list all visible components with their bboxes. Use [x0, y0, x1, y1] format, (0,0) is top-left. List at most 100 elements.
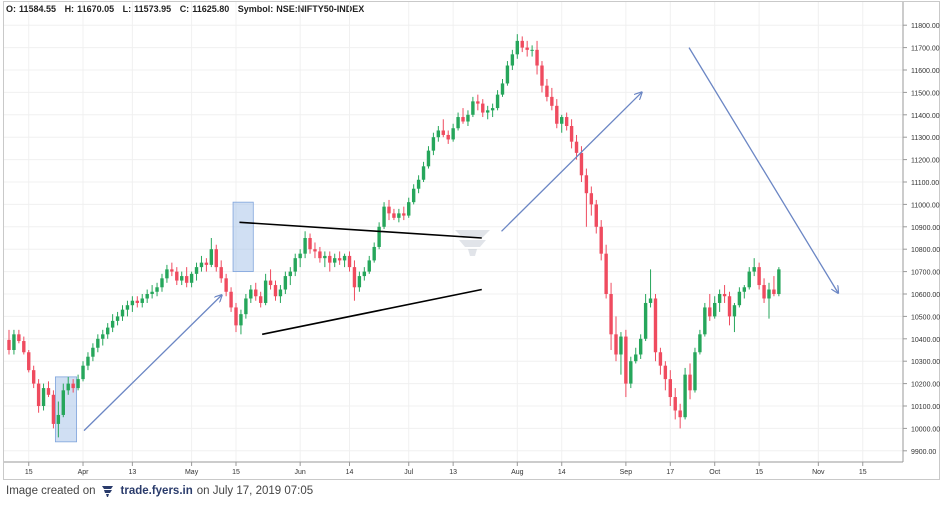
candle-up [629, 356, 633, 389]
candle-up [703, 302, 707, 337]
candle-body [727, 296, 732, 317]
candle-body [239, 314, 243, 326]
y-tick-label: 11500.00 [911, 90, 940, 97]
annotations [83, 47, 838, 432]
candle-down [446, 130, 450, 144]
candle-body [17, 334, 21, 342]
candle-up [209, 238, 214, 268]
candle-down [564, 112, 569, 131]
candle-up [106, 323, 110, 339]
candle-up [125, 300, 130, 317]
candle-body [441, 130, 445, 135]
candle-up [239, 309, 243, 335]
trend-arrow [83, 295, 222, 432]
candle-down [273, 280, 278, 301]
candle-up [244, 294, 248, 319]
candle-body [688, 374, 692, 391]
candle-body [22, 341, 26, 353]
candle-up [41, 383, 46, 411]
candle-body [500, 83, 505, 95]
high-readout: H: 11670.05 [64, 4, 115, 14]
footer-brand[interactable]: trade.fyers.in [120, 485, 193, 497]
y-tick-label: 11600.00 [911, 68, 940, 75]
candle-body [476, 101, 480, 104]
candle-up [732, 302, 737, 333]
candle-up [377, 222, 381, 250]
candle-body [337, 258, 342, 261]
candle-body [36, 383, 41, 406]
candle-body [668, 379, 672, 398]
fyers-logo-icon [101, 486, 113, 497]
candle-up [283, 271, 288, 294]
y-tick-label: 10400.00 [911, 337, 940, 344]
y-tick-label: 10600.00 [911, 292, 940, 299]
candle-body [184, 276, 189, 283]
candle-up [530, 45, 534, 57]
candle-down [175, 267, 179, 286]
candle-body [56, 414, 61, 424]
candle-body [313, 249, 317, 252]
candle-up [747, 267, 751, 290]
candle-down [550, 87, 554, 111]
y-tick-label: 11100.00 [911, 180, 939, 187]
candle-down [624, 329, 628, 398]
candle-up [140, 294, 144, 308]
candle-body [619, 336, 623, 355]
candle-body [125, 305, 130, 310]
candle-body [189, 273, 194, 283]
candle-body [495, 94, 500, 109]
x-tick-label: 13 [128, 469, 136, 476]
candle-body [234, 307, 238, 326]
x-tick-label: 17 [666, 469, 674, 476]
candle-up [693, 347, 697, 393]
candle-body [283, 276, 288, 290]
y-tick-label: 11000.00 [911, 202, 940, 209]
candle-down [254, 282, 258, 301]
candle-up [717, 289, 722, 312]
y-tick-label: 11700.00 [911, 46, 940, 53]
y-tick-label: 11300.00 [911, 135, 940, 142]
candle-up [101, 329, 105, 346]
candle-body [693, 352, 697, 391]
candle-up [199, 255, 204, 272]
candle-body [485, 110, 490, 113]
candle-body [772, 289, 776, 294]
candle-body [254, 289, 258, 297]
candle-down [308, 233, 312, 254]
candle-down [555, 99, 559, 129]
candle-down [722, 285, 727, 303]
x-tick-label: 15 [859, 469, 867, 476]
candle-down [402, 206, 406, 221]
candle-body [155, 287, 159, 292]
candle-body [194, 267, 199, 274]
candle-up [411, 184, 416, 205]
candle-body [481, 103, 485, 113]
candle-down [268, 269, 273, 290]
x-tick-label: 14 [558, 469, 566, 476]
candle-body [708, 307, 712, 317]
candle-body [367, 260, 371, 272]
candle-body [293, 258, 297, 272]
candle-body [421, 166, 426, 180]
x-tick-label: 15 [755, 469, 763, 476]
candle-up [648, 269, 653, 308]
candle-body [150, 291, 154, 294]
candlestick-chart[interactable]: 11800.00 11700.00 11600.00 11500.00 11400.00… [0, 0, 944, 480]
candle-up [96, 334, 100, 353]
candle-down [224, 273, 228, 297]
highlight-box [232, 201, 254, 273]
x-tick-label: Nov [812, 469, 825, 476]
x-tick-label: 14 [346, 469, 354, 476]
candle-body [456, 117, 460, 129]
y-tick-label: 10200.00 [911, 382, 940, 389]
candle-body [115, 316, 120, 321]
candle-up [742, 285, 747, 299]
candle-body [737, 291, 742, 306]
candle-body [550, 96, 554, 106]
candle-body [12, 334, 16, 350]
candle-down [525, 40, 529, 57]
candle-down [520, 36, 524, 53]
candle-down [347, 251, 352, 272]
candle-body [594, 204, 598, 227]
